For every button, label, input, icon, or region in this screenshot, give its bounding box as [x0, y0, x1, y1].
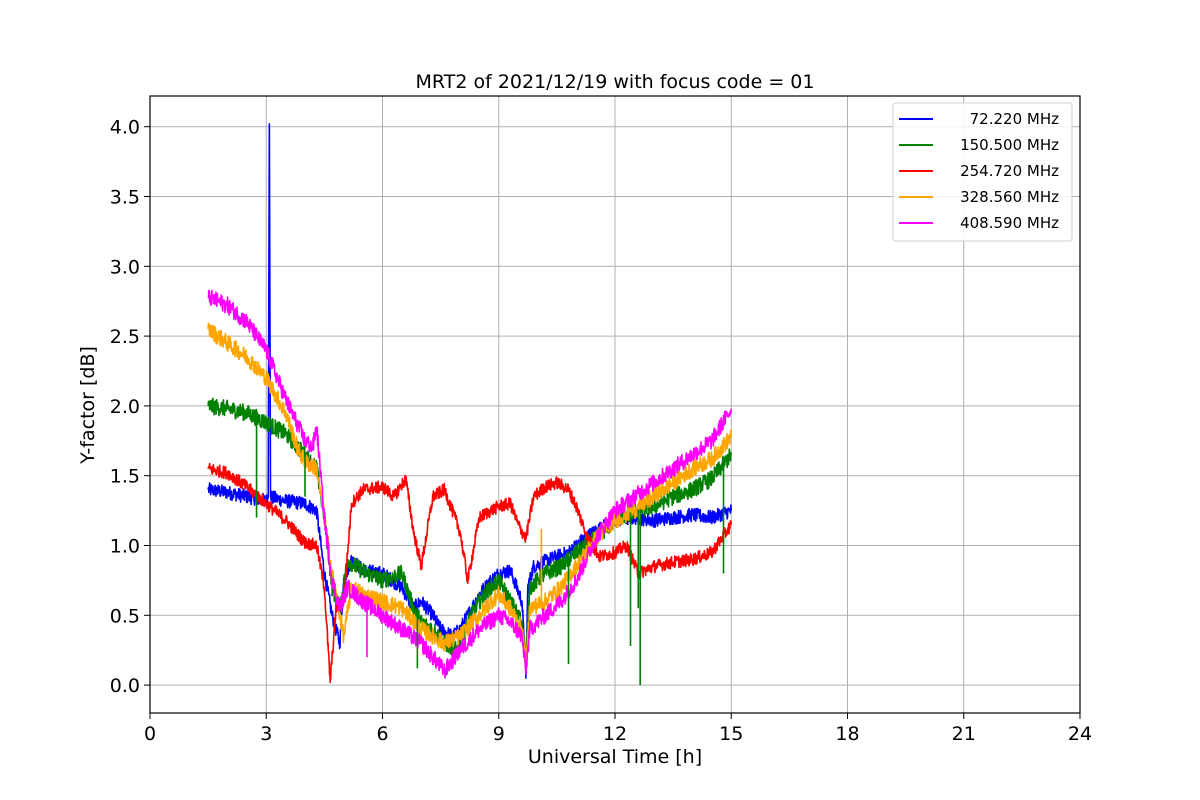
- series-3: [207, 322, 733, 672]
- x-tick-label: 6: [376, 723, 388, 745]
- x-tick-label: 21: [952, 723, 976, 745]
- series-line: [207, 462, 733, 684]
- y-tick-label: 3.0: [110, 256, 140, 278]
- y-tick-label: 2.5: [110, 326, 140, 348]
- legend-box: [892, 102, 1073, 242]
- y-tick-label: 0.0: [110, 675, 140, 697]
- series-4: [207, 289, 733, 679]
- legend-item: 254.720 MHz: [899, 162, 1059, 180]
- y-tick-label: 0.5: [110, 605, 140, 627]
- y-tick-label: 2.0: [110, 396, 140, 418]
- x-tick-label: 3: [260, 723, 272, 745]
- legend-label: 328.560 MHz: [960, 188, 1059, 206]
- x-tick-label: 9: [493, 723, 505, 745]
- y-axis-label: Y-factor [dB]: [77, 346, 99, 465]
- legend-item: 150.500 MHz: [899, 136, 1059, 154]
- legend-item: 328.560 MHz: [899, 188, 1059, 206]
- y-tick-label: 4.0: [110, 117, 140, 139]
- x-axis: 0 3 6 9 12 15 18 21 24: [144, 713, 1092, 745]
- series-line: [207, 123, 733, 679]
- x-tick-label: 12: [603, 723, 627, 745]
- series-layer: [207, 123, 733, 686]
- legend: 72.220 MHz 150.500 MHz 254.720 MHz 328.560 …: [892, 102, 1073, 242]
- x-tick-label: 0: [144, 723, 156, 745]
- legend-item: 72.220 MHz: [899, 110, 1059, 128]
- series-line: [207, 322, 733, 672]
- y-tick-label: 3.5: [110, 187, 140, 209]
- x-tick-label: 15: [719, 723, 743, 745]
- y-tick-label: 1.5: [110, 466, 140, 488]
- y-tick-label: 1.0: [110, 535, 140, 557]
- series-line: [207, 289, 733, 679]
- legend-label: 72.220 MHz: [970, 110, 1059, 128]
- legend-item: 408.590 MHz: [899, 214, 1059, 232]
- legend-label: 408.590 MHz: [960, 214, 1059, 232]
- x-tick-label: 24: [1068, 723, 1092, 745]
- y-axis: 0.0 0.5 1.0 1.5 2.0 2.5 3.0 3.5 4.0: [110, 117, 150, 697]
- x-axis-label: Universal Time [h]: [528, 746, 702, 768]
- series-0: [207, 123, 733, 679]
- series-2: [207, 462, 733, 684]
- chart-title: MRT2 of 2021/12/19 with focus code = 01: [416, 71, 815, 93]
- legend-label: 150.500 MHz: [960, 136, 1059, 154]
- legend-label: 254.720 MHz: [960, 162, 1059, 180]
- x-tick-label: 18: [835, 723, 859, 745]
